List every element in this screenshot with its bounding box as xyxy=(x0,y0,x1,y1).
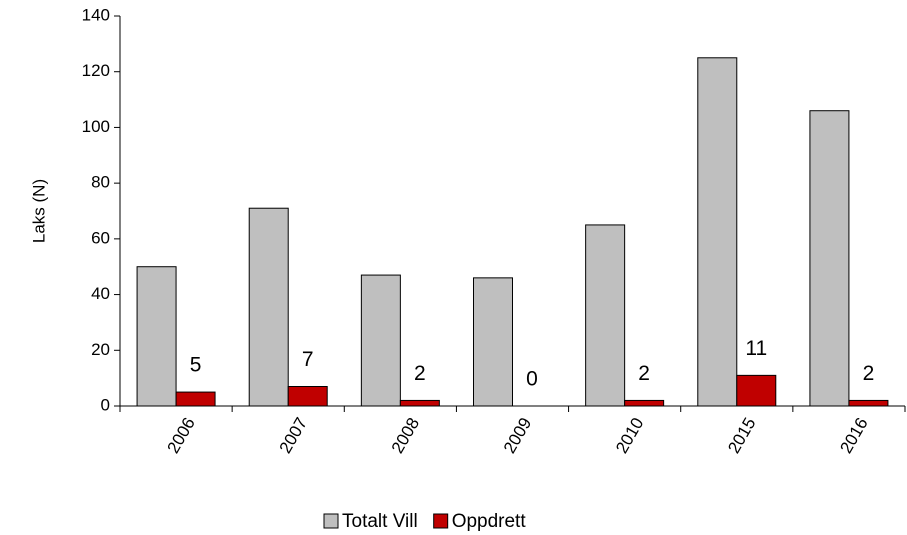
data-label: 2 xyxy=(414,362,426,385)
data-label: 11 xyxy=(745,337,767,360)
bar xyxy=(697,57,738,407)
bar xyxy=(585,224,626,407)
bar xyxy=(360,274,401,407)
data-label: 7 xyxy=(302,348,314,371)
legend-label: Oppdrett xyxy=(452,511,527,532)
y-axis-label: Laks (N) xyxy=(29,179,48,243)
bar xyxy=(248,207,289,407)
y-tick-label: 0 xyxy=(101,395,110,414)
data-label: 2 xyxy=(863,362,875,385)
x-tick-label: 2016 xyxy=(836,414,871,456)
y-tick-label: 20 xyxy=(91,340,110,359)
bar xyxy=(175,391,216,407)
data-label: 2 xyxy=(638,362,650,385)
y-tick-label: 100 xyxy=(82,117,110,136)
legend-label: Totalt Vill xyxy=(342,511,418,532)
bar xyxy=(736,374,777,407)
x-tick-label: 2006 xyxy=(164,414,199,456)
y-tick-label: 60 xyxy=(91,228,110,247)
legend-swatch xyxy=(323,513,339,529)
bar xyxy=(473,277,513,407)
data-label: 0 xyxy=(526,368,538,391)
x-tick-label: 2015 xyxy=(724,414,759,456)
x-tick-label: 2009 xyxy=(500,414,535,456)
bar xyxy=(399,399,440,407)
y-tick-label: 140 xyxy=(82,5,110,24)
y-tick-label: 120 xyxy=(82,61,110,80)
x-tick-label: 2008 xyxy=(388,414,423,456)
bar xyxy=(848,399,889,407)
data-label: 5 xyxy=(190,354,202,377)
bar xyxy=(624,399,665,407)
x-tick-label: 2007 xyxy=(276,414,311,456)
y-tick-label: 40 xyxy=(91,284,110,303)
bar xyxy=(136,266,177,407)
bar xyxy=(809,110,850,407)
x-tick-label: 2010 xyxy=(612,414,647,456)
bar xyxy=(287,386,328,407)
legend-swatch xyxy=(433,513,449,529)
y-tick-label: 80 xyxy=(91,173,110,192)
